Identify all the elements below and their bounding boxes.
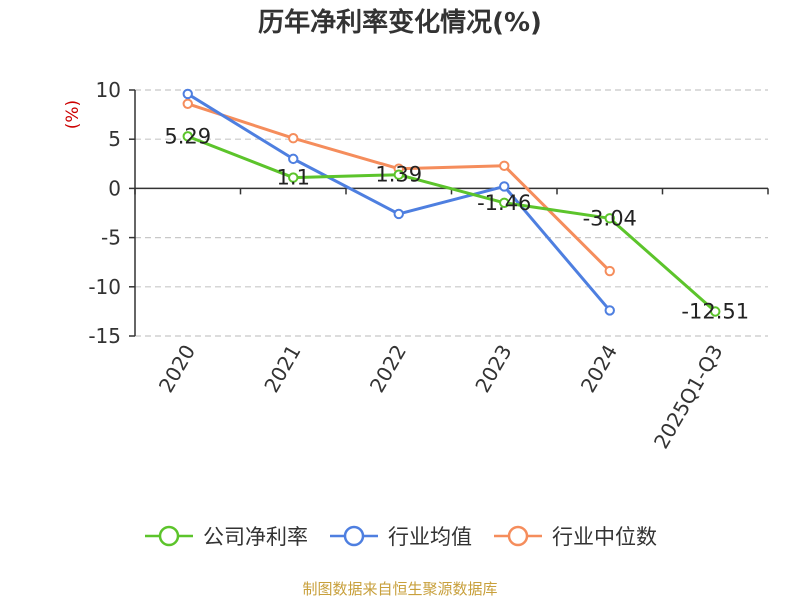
data-point bbox=[604, 305, 615, 316]
y-axis-title: (%) bbox=[63, 100, 83, 129]
data-label: 1.1 bbox=[277, 166, 310, 190]
chart-title: 历年净利率变化情况(%) bbox=[258, 8, 542, 38]
series-line bbox=[187, 134, 717, 313]
source-note: 制图数据来自恒生聚源数据库 bbox=[302, 580, 498, 598]
legend-item[interactable]: 公司净利率 bbox=[143, 521, 308, 551]
x-tick-label: 2021 bbox=[259, 341, 305, 397]
x-tick-label: 2024 bbox=[576, 341, 622, 397]
series-line bbox=[186, 92, 611, 312]
y-tick-label: 5 bbox=[108, 127, 121, 151]
y-tick-label: -15 bbox=[88, 324, 121, 348]
x-tick-label: 2020 bbox=[154, 341, 200, 397]
data-point bbox=[393, 169, 404, 180]
x-tick-label: 2023 bbox=[470, 341, 516, 397]
data-point bbox=[499, 160, 510, 171]
legend-swatch bbox=[330, 525, 378, 547]
data-label: -3.04 bbox=[583, 206, 637, 230]
series-line bbox=[187, 102, 611, 273]
legend-item[interactable]: 行业中位数 bbox=[492, 521, 657, 551]
y-tick-label: -5 bbox=[101, 226, 121, 250]
data-point bbox=[288, 133, 299, 144]
data-point bbox=[182, 131, 193, 142]
data-label-layer: 5.29 1.1 1.39 -1.46 -3.04 -12.51 bbox=[164, 124, 749, 323]
x-tick-label: 2025Q1-Q3 bbox=[649, 341, 728, 453]
legend-label: 行业均值 bbox=[388, 525, 472, 549]
data-point bbox=[499, 181, 510, 192]
data-point bbox=[604, 213, 615, 224]
data-label: 5.29 bbox=[164, 124, 211, 148]
series-layer bbox=[182, 88, 721, 317]
data-point bbox=[499, 197, 510, 208]
legend-swatch bbox=[145, 525, 193, 547]
data-point bbox=[393, 208, 404, 220]
legend-label: 行业中位数 bbox=[552, 525, 657, 549]
data-label: -12.51 bbox=[681, 299, 749, 323]
y-tick-label: 0 bbox=[108, 176, 121, 200]
data-point bbox=[288, 172, 299, 183]
data-label: 1.39 bbox=[375, 163, 422, 187]
data-point bbox=[288, 153, 299, 165]
legend-label: 公司净利率 bbox=[203, 525, 308, 549]
legend-item[interactable]: 行业均值 bbox=[328, 521, 472, 551]
x-tick-label: 2022 bbox=[365, 341, 411, 397]
data-point bbox=[604, 265, 615, 277]
data-point bbox=[182, 88, 193, 100]
data-point bbox=[710, 306, 721, 317]
legend-swatch bbox=[494, 525, 542, 547]
grid-layer bbox=[135, 89, 768, 337]
y-tick-label: 10 bbox=[96, 78, 121, 102]
data-point bbox=[182, 98, 193, 109]
legend: 公司净利率 行业均值 行业中位数 bbox=[0, 518, 800, 554]
data-label: -1.46 bbox=[477, 191, 531, 215]
y-tick-label: -10 bbox=[88, 275, 121, 299]
